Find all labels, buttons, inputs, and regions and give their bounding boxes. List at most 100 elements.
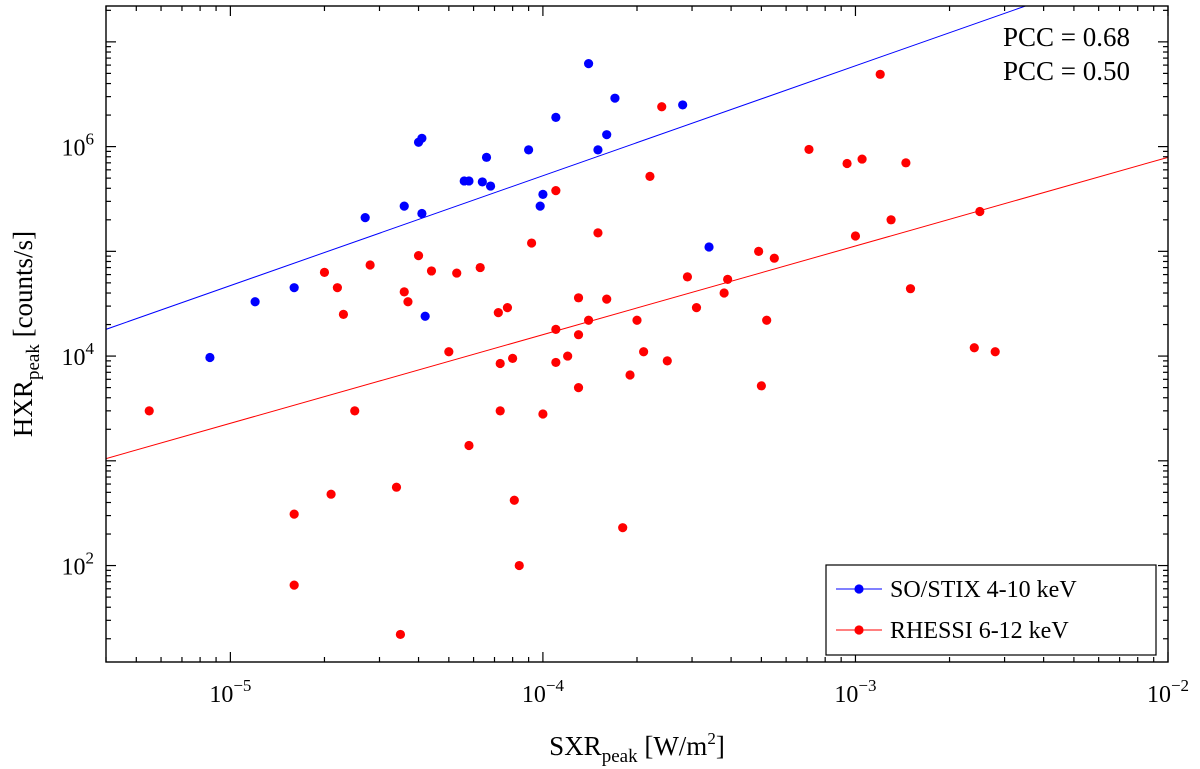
data-point-s1-51 xyxy=(762,315,772,325)
data-point-s1-45 xyxy=(682,272,693,282)
data-point-s0-21 xyxy=(610,93,620,103)
fit-lines xyxy=(106,6,1168,460)
data-point-s0-0 xyxy=(205,352,215,363)
data-point-s0-16 xyxy=(538,189,548,199)
data-point-s1-28 xyxy=(551,357,561,368)
data-point-s1-7 xyxy=(350,406,360,416)
data-point-s1-23 xyxy=(508,353,518,364)
data-point-s1-44 xyxy=(662,356,672,366)
data-point-s1-62 xyxy=(975,206,985,217)
data-point-s0-15 xyxy=(535,201,545,211)
data-point-s1-24 xyxy=(509,495,519,505)
data-point-s1-46 xyxy=(691,303,702,313)
legend-marker-rhessi xyxy=(854,625,864,635)
data-point-s0-11 xyxy=(477,177,487,187)
y-tick-label-0: 102 xyxy=(62,549,95,581)
pcc-stix: PCC = 0.68 xyxy=(1003,22,1130,52)
data-point-s1-56 xyxy=(857,154,867,164)
data-point-s0-1 xyxy=(250,297,260,307)
y-tick-label-base: 10 xyxy=(62,345,86,371)
y-axis-title: HXRpeak [counts/s] xyxy=(8,231,44,437)
x-tick-label-base: 10 xyxy=(1147,682,1171,708)
data-point-s0-13 xyxy=(485,181,496,191)
data-point-s1-12 xyxy=(403,297,413,307)
data-point-s1-57 xyxy=(875,69,885,79)
data-point-s1-27 xyxy=(538,409,548,419)
data-point-s1-50 xyxy=(756,381,766,391)
data-point-s1-54 xyxy=(842,158,852,169)
x-tick-label-base: 10 xyxy=(834,682,858,708)
data-point-s1-9 xyxy=(391,482,402,492)
data-point-s1-10 xyxy=(395,629,406,640)
x-axis-title-sub: peak xyxy=(602,746,638,767)
y-tick-label-2: 106 xyxy=(62,130,95,162)
data-point-s1-3 xyxy=(319,267,330,277)
data-point-s1-36 xyxy=(593,228,603,238)
data-point-s1-41 xyxy=(639,347,649,357)
data-point-s0-17 xyxy=(551,112,561,123)
fit-line-0 xyxy=(106,6,1026,330)
x-axis-title: SXRpeak [W/m2] xyxy=(549,729,725,767)
x-tick-label-exp: −5 xyxy=(233,676,251,695)
y-axis-title-main: HXR xyxy=(8,380,38,437)
x-axis-title-unit-end: ] xyxy=(716,731,725,761)
data-point-s1-39 xyxy=(625,370,635,380)
data-point-s1-11 xyxy=(399,287,409,297)
data-point-s1-15 xyxy=(444,347,454,357)
y-tick-label-exp: 4 xyxy=(86,339,95,358)
data-point-s1-63 xyxy=(990,347,1000,357)
y-tick-label-exp: 6 xyxy=(86,130,95,149)
data-point-s0-3 xyxy=(360,212,370,223)
x-tick-label-0: 10−5 xyxy=(209,676,251,708)
data-point-s1-58 xyxy=(886,215,896,225)
data-point-s1-16 xyxy=(452,268,462,278)
data-point-s1-33 xyxy=(573,293,584,303)
data-point-s1-6 xyxy=(338,309,349,319)
x-tick-label-1: 10−4 xyxy=(522,676,565,708)
data-point-s1-53 xyxy=(804,144,814,155)
y-tick-label-base: 10 xyxy=(62,136,86,162)
data-point-s1-8 xyxy=(365,260,375,270)
x-tick-label-3: 10−2 xyxy=(1147,676,1189,708)
data-point-s1-60 xyxy=(905,284,916,294)
data-point-s1-19 xyxy=(493,308,503,318)
data-point-s1-22 xyxy=(502,303,513,313)
data-point-s0-23 xyxy=(704,242,714,252)
data-point-s1-30 xyxy=(551,186,561,196)
x-axis-title-main: SXR xyxy=(549,731,602,761)
legend-box xyxy=(825,564,1157,656)
data-point-s1-48 xyxy=(723,274,733,284)
data-point-s1-35 xyxy=(583,315,594,325)
data-point-s1-49 xyxy=(754,246,764,256)
data-point-s1-4 xyxy=(326,489,336,499)
x-axis-title-unit-sup: 2 xyxy=(707,729,716,748)
data-point-s1-40 xyxy=(632,315,642,325)
data-point-s1-42 xyxy=(645,171,655,181)
data-point-s1-31 xyxy=(563,351,573,361)
data-point-s1-18 xyxy=(475,262,485,273)
y-tick-label-1: 104 xyxy=(62,339,95,371)
data-point-s1-32 xyxy=(573,330,584,340)
y-tick-label-base: 10 xyxy=(62,555,86,581)
x-tick-label-base: 10 xyxy=(209,682,233,708)
x-tick-label-exp: −4 xyxy=(546,676,565,695)
data-point-s1-43 xyxy=(657,102,667,112)
x-tick-label-exp: −3 xyxy=(858,676,876,695)
data-point-s1-52 xyxy=(769,253,779,263)
y-tick-label-exp: 2 xyxy=(86,549,95,568)
data-point-s1-55 xyxy=(850,231,861,241)
data-points xyxy=(144,59,1000,640)
legend-marker-stix xyxy=(854,584,864,594)
data-point-s0-10 xyxy=(464,176,474,186)
legend-label-rhessi: RHESSI 6-12 keV xyxy=(890,618,1069,644)
data-point-s0-4 xyxy=(399,201,409,211)
data-point-s1-20 xyxy=(495,358,505,369)
legend: SO/STIX 4-10 keV RHESSI 6-12 keV xyxy=(825,564,1157,656)
data-point-s0-2 xyxy=(289,283,299,293)
pcc-rhessi: PCC = 0.50 xyxy=(1003,56,1130,86)
data-point-s1-37 xyxy=(602,294,612,304)
x-tick-label-2: 10−3 xyxy=(834,676,876,708)
data-point-s0-8 xyxy=(420,311,430,321)
